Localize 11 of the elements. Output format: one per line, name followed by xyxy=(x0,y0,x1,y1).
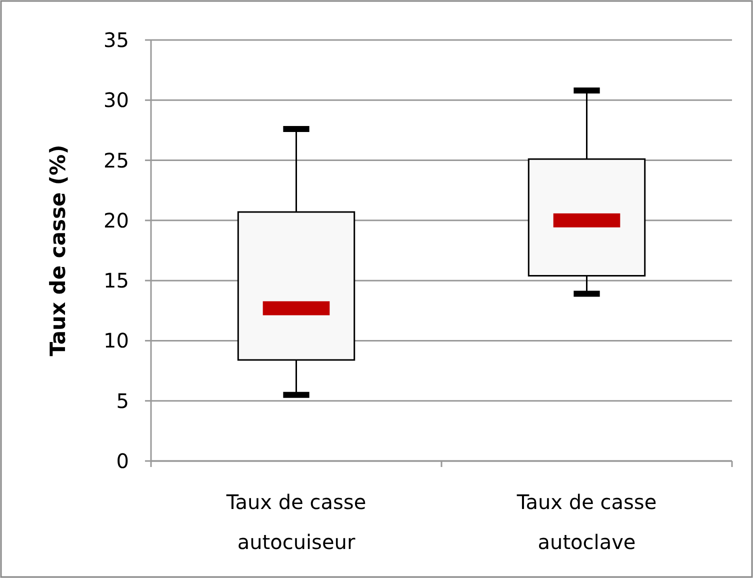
y-axis-title: Taux de casse (%) xyxy=(46,144,70,356)
y-tick-label: 35 xyxy=(104,28,129,52)
x-tick-label: Taux de casse autocuiseur xyxy=(225,490,366,554)
y-tick-label: 5 xyxy=(116,388,129,413)
y-tick-label: 15 xyxy=(104,268,129,293)
y-tick-label: 0 xyxy=(116,449,129,473)
x-tick-label: Taux de casse autoclave xyxy=(516,490,657,554)
y-tick-label: 20 xyxy=(104,208,129,232)
y-tick-label: 10 xyxy=(104,328,129,353)
y-tick-label: 30 xyxy=(104,88,129,112)
y-tick-label: 25 xyxy=(104,148,129,172)
